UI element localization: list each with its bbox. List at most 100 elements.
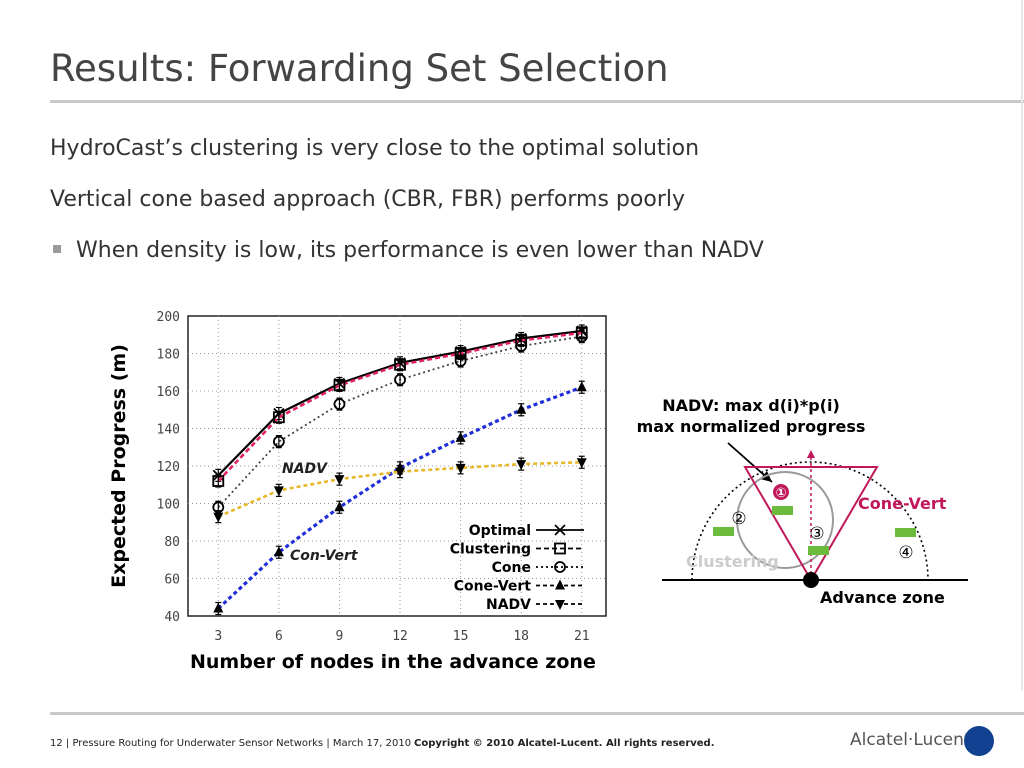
y-tick-label: 40	[164, 610, 180, 625]
legend-label: Cone-Vert	[454, 579, 532, 595]
legend: Optimal Clustering Cone Cone-Vert NADV	[450, 523, 584, 613]
point-cone-vert	[334, 501, 345, 512]
advance-zone-arc	[691, 461, 929, 581]
legend-marker	[554, 542, 566, 555]
y-tick-label: 200	[157, 310, 180, 325]
legend-item-optimal: Optimal	[469, 523, 584, 539]
x-tick-label: 9	[336, 629, 344, 644]
cone-vert-triangle	[743, 466, 879, 582]
node-4	[895, 528, 916, 537]
point-nadv	[334, 475, 345, 486]
legend-marker	[555, 600, 565, 610]
point-nadv	[516, 460, 527, 471]
series-nadv	[213, 455, 587, 524]
series-lines	[212, 324, 588, 616]
legend-label: Cone	[492, 560, 531, 576]
point-cone-vert	[455, 431, 466, 442]
x-tick-label: 18	[513, 629, 529, 644]
sub-bullet-nadv: When density is low, its performance is …	[76, 238, 764, 263]
y-tick-label: 140	[157, 423, 180, 438]
title-divider	[50, 100, 1024, 103]
marker-1-badge	[773, 484, 789, 500]
series-clustering	[212, 326, 588, 488]
marker-4: ④	[898, 543, 913, 563]
y-tick-label: 180	[157, 348, 180, 363]
forwarding-node	[803, 572, 819, 588]
point-cone-vert	[273, 546, 284, 557]
node-3	[808, 546, 829, 555]
point-clustering	[575, 326, 588, 339]
grid-lines	[188, 316, 606, 616]
legend-marker	[554, 524, 566, 536]
marker-2: ②	[731, 509, 746, 529]
x-axis-label: Number of nodes in the advance zone	[190, 651, 596, 673]
point-cone	[212, 501, 225, 514]
vertical-axis-arrowhead-icon	[807, 450, 815, 458]
y-tick-labels: 40 60 80 100 120 140 160 180 200	[157, 310, 180, 625]
point-nadv	[455, 463, 466, 474]
point-nadv	[213, 512, 224, 523]
point-clustering	[212, 475, 225, 487]
clustering-label: Clustering	[686, 552, 779, 571]
y-axis-label: Expected Progress (m)	[108, 344, 130, 588]
point-cone	[394, 373, 406, 386]
logo-text: Alcatel·Lucent	[850, 730, 971, 750]
diagram-title-line1: NADV: max d(i)*p(i)	[662, 396, 840, 415]
legend-item-nadv: NADV	[486, 597, 584, 613]
point-nadv	[576, 458, 587, 469]
marker-1: ①	[775, 486, 786, 501]
point-clustering	[454, 347, 467, 360]
x-tick-label: 6	[275, 629, 283, 644]
forwarding-diagram: NADV: max d(i)*p(i) max normalized progr…	[637, 396, 968, 607]
y-tick-label: 60	[164, 573, 180, 588]
footer-copyright: Copyright © 2010 Alcatel-Lucent. All rig…	[414, 738, 715, 749]
line-chart: 40 60 80 100 120 140 160 180 200 3 6 9 12 15 18 21 NAD…	[108, 310, 607, 673]
legend-label: Clustering	[450, 542, 531, 558]
y-tick-label: 100	[157, 498, 180, 513]
legend-item-cone-vert: Cone-Vert	[454, 579, 584, 595]
legend-item-cone: Cone	[492, 560, 584, 576]
slide-title: Results: Forwarding Set Selection	[50, 47, 669, 90]
point-nadv	[395, 467, 406, 478]
y-tick-label: 80	[164, 535, 180, 550]
legend-item-clustering: Clustering	[450, 542, 584, 558]
x-tick-label: 3	[214, 629, 222, 644]
point-clustering	[515, 334, 528, 347]
point-clustering	[272, 411, 285, 424]
point-nadv	[273, 486, 284, 497]
annotation-nadv: NADV	[282, 461, 328, 477]
point-cone-vert	[213, 602, 224, 613]
cone-vert-label: Cone-Vert	[858, 494, 947, 513]
point-cone-vert	[576, 381, 587, 392]
advance-zone-label: Advance zone	[820, 588, 945, 607]
node-2	[713, 527, 734, 536]
diagram-title-line2: max normalized progress	[637, 417, 866, 436]
point-vertical-cone: Vertical cone based approach (CBR, FBR) …	[50, 187, 685, 212]
x-tick-label: 21	[574, 629, 590, 644]
point-cone	[333, 398, 346, 411]
logo-icon	[964, 726, 994, 756]
x-tick-label: 12	[392, 629, 408, 644]
point-cone-vert	[516, 403, 527, 414]
footer-divider	[50, 712, 1024, 715]
x-tick-labels: 3 6 9 12 15 18 21	[214, 629, 589, 644]
y-tick-label: 160	[157, 385, 180, 400]
annotation-con-vert: Con-Vert	[290, 548, 359, 564]
legend-marker	[555, 579, 565, 590]
right-edge-line	[1021, 0, 1023, 690]
legend-marker	[554, 561, 566, 573]
point-cone	[272, 435, 285, 448]
x-tick-label: 15	[453, 629, 469, 644]
bullet-square-icon	[53, 245, 61, 253]
node-1	[772, 506, 793, 515]
point-clustering	[333, 379, 346, 392]
point-clustering	[394, 358, 406, 371]
marker-3: ③	[809, 524, 824, 544]
legend-label: Optimal	[469, 523, 531, 539]
legend-label: NADV	[486, 597, 531, 613]
y-tick-label: 120	[157, 460, 180, 475]
point-clustering: HydroCast’s clustering is very close to …	[50, 136, 700, 161]
clustering-circle	[736, 471, 834, 569]
footer-left: 12 | Pressure Routing for Underwater Sen…	[50, 738, 412, 749]
